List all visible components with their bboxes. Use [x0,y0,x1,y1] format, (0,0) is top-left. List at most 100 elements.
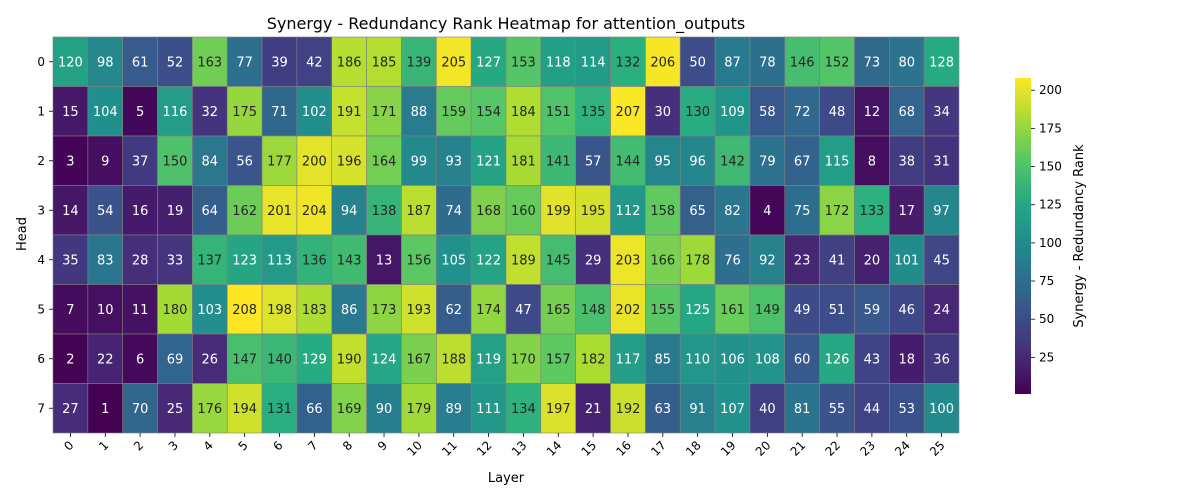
cell-value-label: 205 [441,55,466,70]
cell-value-label: 60 [794,352,811,367]
y-tick-label: 3 [37,203,45,217]
heatmap-cell [714,135,751,186]
cell-value-label: 66 [306,402,323,417]
cell-value-label: 153 [511,55,536,70]
heatmap-cell [226,185,263,236]
heatmap-cell [436,333,472,384]
cell-value-label: 47 [515,303,532,318]
heatmap-cell [714,86,751,137]
heatmap-cell [889,333,925,384]
cell-value-label: 103 [197,303,222,318]
cell-value-label: 109 [720,105,745,120]
heatmap-cell [436,135,472,186]
heatmap-cell [610,234,646,285]
heatmap-cell [714,333,751,384]
cell-value-label: 158 [650,204,675,219]
heatmap-cell [52,284,89,335]
cell-value-label: 11 [132,303,149,318]
cell-value-label: 174 [476,303,501,318]
heatmap-cell [854,135,890,186]
heatmap-cell [122,234,158,285]
x-tick-label: 13 [509,438,530,459]
heatmap-cell [854,86,890,137]
heatmap-cell [889,234,925,285]
x-tick-label: 17 [648,438,669,459]
cell-value-label: 151 [546,105,571,120]
cell-value-label: 74 [445,204,462,219]
x-axis-label: Layer [488,471,525,486]
cell-value-label: 64 [202,204,219,219]
heatmap-cell [470,86,507,137]
cell-value-label: 58 [759,105,776,120]
cell-value-label: 163 [197,55,222,70]
cell-value-label: 63 [655,402,672,417]
cell-value-label: 136 [302,253,327,268]
colorbar-tick-label: 75 [1039,274,1054,288]
x-tick-label: 11 [439,438,460,459]
heatmap-cell [540,135,576,186]
cell-value-label: 107 [720,402,745,417]
cell-value-label: 143 [337,253,362,268]
cell-value-label: 108 [755,352,780,367]
heatmap-cell [784,185,820,236]
heatmap-cell [854,185,890,236]
cell-value-label: 19 [167,204,184,219]
heatmap-cell [505,86,542,137]
heatmap-cell [540,284,576,335]
heatmap-cell [157,36,193,87]
x-tick-label: 1 [96,438,111,453]
heatmap-cell [714,383,751,434]
cell-value-label: 39 [271,55,288,70]
heatmap-cell [87,86,123,137]
cell-value-label: 96 [689,154,706,169]
cell-value-label: 168 [476,204,501,219]
cell-value-label: 33 [167,253,184,268]
cell-value-label: 99 [411,154,428,169]
heatmap-cell [52,333,89,384]
x-tick-label: 15 [579,438,600,459]
cell-value-label: 125 [685,303,710,318]
cell-value-label: 3 [66,154,74,169]
cell-value-label: 89 [445,402,462,417]
cell-value-label: 43 [864,352,881,367]
cell-value-label: 105 [441,253,466,268]
cell-value-label: 90 [376,402,393,417]
heatmap-cell [923,383,960,434]
cell-value-label: 9 [101,154,109,169]
heatmap-cell [331,383,367,434]
chart-title: Synergy - Redundancy Rank Heatmap for at… [267,14,745,34]
heatmap-cell [87,36,123,87]
heatmap-cell [157,234,193,285]
cell-value-label: 173 [372,303,397,318]
cell-value-label: 167 [406,352,431,367]
heatmap-cell [575,36,611,87]
y-tick-label: 1 [37,104,45,118]
cell-value-label: 53 [898,402,915,417]
cell-value-label: 129 [302,352,327,367]
heatmap-cell [819,135,855,186]
heatmap-cell [157,284,193,335]
cell-value-label: 40 [759,402,776,417]
cell-value-label: 126 [825,352,850,367]
heatmap-cell [854,284,890,335]
cell-value-label: 36 [933,352,950,367]
y-tick-label: 4 [37,253,45,267]
cell-value-label: 193 [406,303,431,318]
heatmap-cell [575,284,611,335]
cell-value-label: 184 [511,105,536,120]
heatmap-cell [679,284,716,335]
y-tick-label: 0 [37,55,45,69]
cell-value-label: 189 [511,253,536,268]
cell-value-label: 2 [66,352,74,367]
heatmap-cell [505,234,542,285]
heatmap-cell [261,185,298,236]
x-tick-label: 25 [927,438,948,459]
heatmap-cell [645,36,681,87]
cell-value-label: 128 [929,55,954,70]
y-axis-label: Head [15,217,30,251]
cell-value-label: 182 [581,352,606,367]
heatmap-cell [854,383,890,434]
cell-value-label: 65 [689,204,706,219]
cell-value-label: 45 [933,253,950,268]
